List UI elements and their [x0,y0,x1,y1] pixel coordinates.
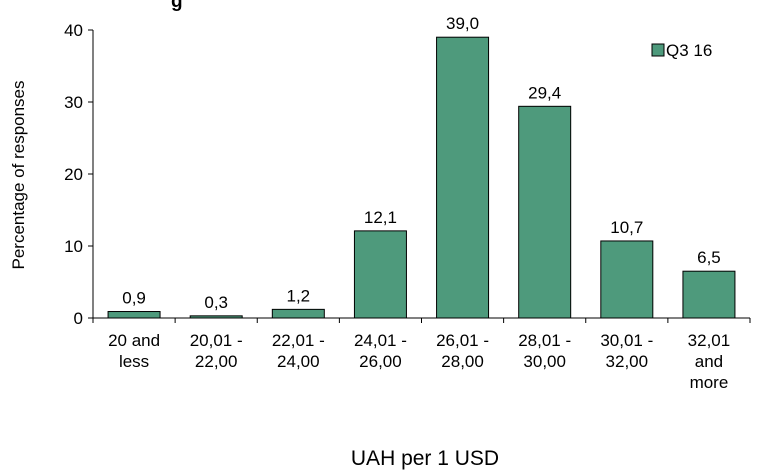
legend-swatch [651,43,665,57]
x-axis-title: UAH per 1 USD [351,447,499,470]
data-label: 1,2 [286,286,310,305]
bar [436,36,490,319]
legend-label: Q3 16 [666,41,712,60]
x-tick-label: 28,01 -30,00 [518,331,571,371]
x-tick-label: 20,01 -22,00 [190,331,243,371]
bar [271,308,325,319]
x-tick-label: 26,01 -28,00 [436,331,489,371]
bar [353,230,407,319]
x-tick-label: 24,01 -26,00 [354,331,407,371]
data-label: 0,3 [204,293,228,312]
bars [107,36,736,319]
data-label: 10,7 [610,218,643,237]
chart-title: g [171,0,183,12]
y-axis: 0 10 20 30 40 [64,21,94,328]
legend: Q3 16 [651,41,712,60]
y-tick-label: 0 [74,309,83,328]
x-axis: 20 and less 20,01 -22,00 22,01 -24,00 24,01 … [92,317,751,392]
x-tick-label: 20 and less [108,331,160,371]
y-tick-label: 10 [64,237,83,256]
bar [600,240,654,319]
x-tick-label: 30,01 -32,00 [600,331,653,371]
data-label: 6,5 [697,248,721,267]
data-label: 29,4 [528,83,561,102]
y-axis-title: Percentage of responses [9,80,28,269]
x-tick-label: 32,01 and more [688,331,731,392]
bar [518,105,572,319]
x-tick-label: 22,01 -24,00 [272,331,325,371]
y-tick-label: 40 [64,21,83,40]
data-label: 12,1 [364,208,397,227]
bar [107,311,161,319]
y-tick-label: 20 [64,165,83,184]
y-tick-label: 30 [64,93,83,112]
data-label: 0,9 [122,289,146,308]
data-labels: 0,9 0,3 1,2 12,1 39,0 29,4 10,7 6,5 [122,14,721,312]
bar [682,270,736,319]
bar [189,315,243,319]
data-label: 39,0 [446,14,479,33]
